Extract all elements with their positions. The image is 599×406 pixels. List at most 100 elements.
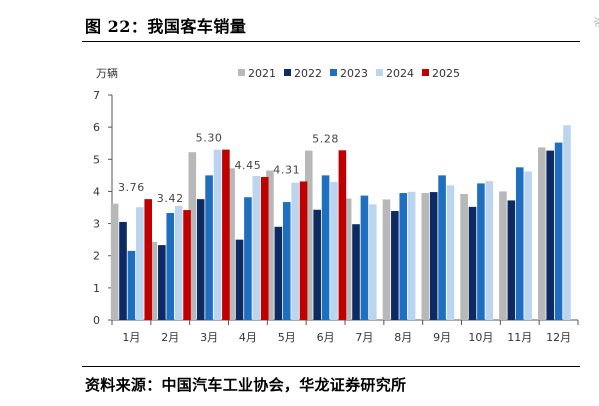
bar-2022 <box>546 150 554 320</box>
bar-2023 <box>282 202 291 320</box>
bar-2021 <box>499 191 507 320</box>
x-axis: 1月 2月 3月 4月 5月 6月 7月 8月 9月 10月 11月 12月 <box>111 319 579 344</box>
bar-2021 <box>421 193 430 320</box>
bar-2025 <box>338 150 347 320</box>
bar-2025 <box>299 181 308 320</box>
page-title: 图 22：我国客车销量 <box>85 17 247 36</box>
bar-2023 <box>477 183 485 320</box>
y-tick-label: 5 <box>93 153 100 166</box>
data-label: 5.30 <box>196 132 223 145</box>
data-label: 4.31 <box>273 163 300 176</box>
bar-series <box>110 125 571 321</box>
x-tick-label: 10月 <box>468 331 493 344</box>
x-tick-label: 8月 <box>394 331 412 344</box>
source-note: 资料来源：中国汽车工业协会，华龙证券研究所 <box>85 376 407 394</box>
bar-2022 <box>429 192 438 320</box>
bar-2021 <box>537 147 546 320</box>
bar-2025 <box>183 210 191 320</box>
data-label: 3.42 <box>157 192 184 205</box>
bar-2022 <box>235 239 244 320</box>
bar-2024 <box>563 125 571 321</box>
x-tick-label: 2月 <box>161 331 179 344</box>
x-tick-label: 9月 <box>433 331 451 344</box>
bar-2024 <box>485 181 494 320</box>
bar-2022 <box>196 199 205 320</box>
bar-2021 <box>343 198 352 320</box>
legend-swatch-2025 <box>422 69 429 76</box>
data-label: 5.28 <box>312 132 339 145</box>
y-tick-label: 6 <box>93 121 100 134</box>
bar-2022 <box>158 245 166 320</box>
legend-swatch-2022 <box>284 69 291 76</box>
sales-bar-chart: 2021 2022 2023 2024 2025 0 1 2 3 4 5 6 7 万辆 1月 2月 3月 4月… <box>93 66 579 344</box>
legend-label-2022: 2022 <box>294 67 322 80</box>
legend-swatch-2021 <box>238 69 245 76</box>
bar-2024 <box>446 185 455 320</box>
bar-2024 <box>407 191 416 320</box>
bar-2024 <box>330 181 338 320</box>
y-tick-label: 2 <box>93 250 100 263</box>
data-label: 3.76 <box>118 181 145 194</box>
bar-2023 <box>244 197 252 320</box>
bar-2021 <box>227 168 235 320</box>
x-tick-label: 6月 <box>317 331 335 344</box>
bar-2022 <box>274 226 283 320</box>
x-tick-label: 4月 <box>239 331 257 344</box>
y-tick-label: 0 <box>93 314 100 327</box>
legend-label-2024: 2024 <box>386 67 414 80</box>
y-tick-label: 3 <box>93 218 100 231</box>
bar-2023 <box>166 212 175 320</box>
bar-2023 <box>360 195 369 320</box>
bar-2023 <box>399 193 408 320</box>
x-tick-label: 7月 <box>355 331 373 344</box>
x-tick-label: 11月 <box>507 331 532 344</box>
bar-2025 <box>222 149 230 320</box>
chart-legend: 2021 2022 2023 2024 2025 <box>238 67 460 80</box>
legend-label-2025: 2025 <box>432 67 460 80</box>
bar-2024 <box>252 176 261 320</box>
x-tick-label: 3月 <box>200 331 218 344</box>
legend-label-2023: 2023 <box>340 67 368 80</box>
source-divider <box>82 366 580 367</box>
bar-2024 <box>291 182 299 320</box>
bar-2024 <box>213 149 222 320</box>
data-labels: 3.76 3.42 5.30 4.45 4.31 5.28 <box>118 132 339 205</box>
bar-2022 <box>468 206 477 320</box>
bar-2021 <box>460 194 468 320</box>
legend-label-2021: 2021 <box>248 67 276 80</box>
bar-2023 <box>438 175 446 320</box>
bar-2021 <box>304 150 313 320</box>
bar-2023 <box>515 167 524 320</box>
y-tick-label: 7 <box>93 89 100 102</box>
bar-2023 <box>205 175 213 320</box>
bar-2022 <box>313 209 321 320</box>
bar-2025 <box>260 176 269 320</box>
bar-2024 <box>369 204 377 320</box>
y-axis-unit-label: 万辆 <box>96 66 118 80</box>
bar-2021 <box>110 203 119 320</box>
bar-2021 <box>149 241 158 320</box>
y-tick-label: 4 <box>93 185 100 198</box>
y-tick-label: 1 <box>93 282 100 295</box>
bar-2024 <box>174 205 183 320</box>
bar-2021 <box>266 170 274 320</box>
bar-2022 <box>119 221 127 320</box>
bar-2023 <box>321 175 330 320</box>
bar-2022 <box>391 211 399 320</box>
x-tick-label: 12月 <box>546 331 571 344</box>
bar-2024 <box>136 207 144 320</box>
bar-2023 <box>127 250 136 320</box>
page-edge-mark: 资 <box>593 13 599 27</box>
x-tick-label: 5月 <box>278 331 296 344</box>
bar-2023 <box>554 142 563 320</box>
legend-swatch-2023 <box>330 69 337 76</box>
title-divider <box>82 41 580 42</box>
data-label: 4.45 <box>234 159 261 172</box>
x-tick-label: 1月 <box>122 331 140 344</box>
bar-2025 <box>144 199 153 320</box>
bar-2022 <box>507 200 516 320</box>
bar-2021 <box>382 199 391 320</box>
bar-2022 <box>352 224 360 320</box>
legend-swatch-2024 <box>376 69 383 76</box>
bar-2024 <box>524 171 532 320</box>
